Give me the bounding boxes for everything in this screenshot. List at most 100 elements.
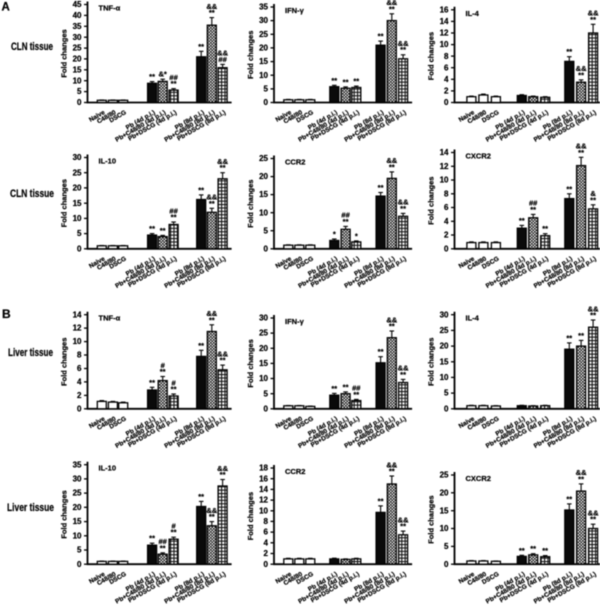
svg-text:10: 10 — [440, 373, 449, 382]
svg-text:**: ** — [209, 315, 215, 324]
svg-text:30: 30 — [259, 314, 268, 323]
svg-text:20: 20 — [259, 44, 268, 53]
svg-text:10: 10 — [259, 506, 268, 515]
svg-text:Fold changes: Fold changes — [427, 32, 436, 80]
svg-text:*: * — [333, 230, 336, 239]
svg-text:15: 15 — [440, 357, 449, 366]
svg-text:30: 30 — [259, 16, 268, 25]
svg-text:IL-4: IL-4 — [466, 9, 480, 18]
svg-text:4: 4 — [444, 217, 449, 226]
svg-text:25: 25 — [73, 44, 82, 53]
svg-text:Fold changes: Fold changes — [246, 492, 255, 540]
svg-text:0: 0 — [264, 404, 269, 413]
svg-text:4: 4 — [77, 378, 82, 387]
svg-text:30: 30 — [73, 475, 82, 484]
svg-text:**: ** — [566, 494, 572, 503]
svg-text:15: 15 — [73, 65, 82, 74]
svg-text:0: 0 — [77, 244, 82, 253]
svg-text:**: ** — [160, 367, 166, 376]
svg-text:16: 16 — [440, 5, 449, 14]
svg-text:**: ** — [209, 8, 215, 17]
svg-text:&&: && — [398, 198, 409, 207]
svg-text:40: 40 — [73, 11, 82, 20]
svg-text:&&: && — [588, 9, 599, 18]
svg-text:0: 0 — [264, 244, 269, 253]
svg-text:&&: && — [386, 315, 397, 324]
svg-text:0: 0 — [444, 244, 449, 253]
svg-text:10: 10 — [73, 214, 82, 223]
svg-text:CLN tissue: CLN tissue — [10, 188, 54, 200]
svg-text:**: ** — [519, 216, 525, 225]
svg-text:10: 10 — [440, 40, 449, 49]
svg-text:TNF-α: TNF-α — [99, 4, 121, 13]
svg-text:##: ## — [169, 73, 178, 82]
svg-text:**: ** — [378, 496, 384, 505]
svg-text:12: 12 — [440, 162, 449, 171]
svg-text:12: 12 — [440, 29, 449, 38]
svg-text:20: 20 — [259, 172, 268, 181]
svg-text:10: 10 — [259, 208, 268, 217]
svg-text:35: 35 — [73, 22, 82, 31]
svg-text:0: 0 — [444, 560, 449, 569]
svg-text:**: ** — [343, 217, 349, 226]
svg-text:&&: && — [398, 39, 409, 48]
svg-text:30: 30 — [440, 310, 449, 319]
svg-text:5: 5 — [264, 389, 269, 398]
svg-text:**: ** — [209, 199, 215, 208]
svg-text:**: ** — [519, 546, 525, 555]
svg-text:&&: && — [217, 464, 228, 473]
svg-text:#: # — [161, 361, 166, 370]
svg-text:15: 15 — [259, 190, 268, 199]
svg-text:##: ## — [169, 206, 178, 215]
svg-text:25: 25 — [259, 154, 268, 163]
svg-text:**: ** — [331, 384, 337, 393]
svg-text:**: ** — [171, 79, 177, 88]
svg-text:25: 25 — [259, 329, 268, 338]
svg-text:4: 4 — [444, 75, 449, 84]
svg-text:**: ** — [542, 224, 548, 233]
svg-text:10: 10 — [440, 176, 449, 185]
svg-text:5: 5 — [77, 87, 82, 96]
svg-text:14: 14 — [73, 310, 82, 319]
svg-text:**: ** — [566, 47, 572, 56]
svg-text:&&: && — [206, 193, 217, 202]
svg-text:15: 15 — [259, 57, 268, 66]
svg-text:0: 0 — [444, 98, 449, 107]
svg-text:&&: && — [386, 0, 397, 7]
svg-text:**: ** — [331, 76, 337, 85]
svg-text:Liver tissue: Liver tissue — [8, 347, 53, 359]
svg-text:**: ** — [171, 213, 177, 222]
svg-text:&&: && — [206, 506, 217, 515]
svg-text:**: ** — [590, 195, 596, 204]
svg-text:16: 16 — [259, 474, 268, 483]
svg-text:**: ** — [378, 32, 384, 41]
svg-text:**: ** — [149, 72, 155, 81]
svg-text:5: 5 — [77, 229, 82, 238]
svg-text:&&: && — [386, 460, 397, 469]
svg-text:20: 20 — [440, 488, 449, 497]
svg-text:CXCR2: CXCR2 — [466, 152, 491, 161]
svg-text:**: ** — [220, 163, 226, 172]
svg-text:**: ** — [590, 515, 596, 524]
svg-text:**: ** — [198, 185, 204, 194]
svg-text:&&: && — [576, 468, 587, 477]
svg-text:14: 14 — [259, 485, 268, 494]
svg-text:**: ** — [566, 333, 572, 342]
svg-text:**: ** — [171, 385, 177, 394]
svg-text:&&: && — [588, 509, 599, 518]
svg-text:15: 15 — [440, 506, 449, 515]
svg-text:B: B — [2, 307, 11, 321]
svg-text:#: # — [172, 378, 177, 387]
svg-text:IL-10: IL-10 — [99, 464, 117, 473]
svg-text:##: ## — [341, 211, 350, 220]
svg-text:CLN tissue: CLN tissue — [11, 41, 53, 53]
svg-text:&&: && — [206, 309, 217, 318]
svg-text:IFN-γ: IFN-γ — [285, 317, 305, 326]
svg-text:35: 35 — [73, 460, 82, 469]
svg-text:10: 10 — [73, 337, 82, 346]
svg-text:**: ** — [198, 341, 204, 350]
svg-text:IL-10: IL-10 — [99, 157, 117, 166]
svg-text:Liver tissue: Liver tissue — [7, 502, 54, 514]
svg-text:**: ** — [378, 183, 384, 192]
svg-text:8: 8 — [77, 351, 82, 360]
